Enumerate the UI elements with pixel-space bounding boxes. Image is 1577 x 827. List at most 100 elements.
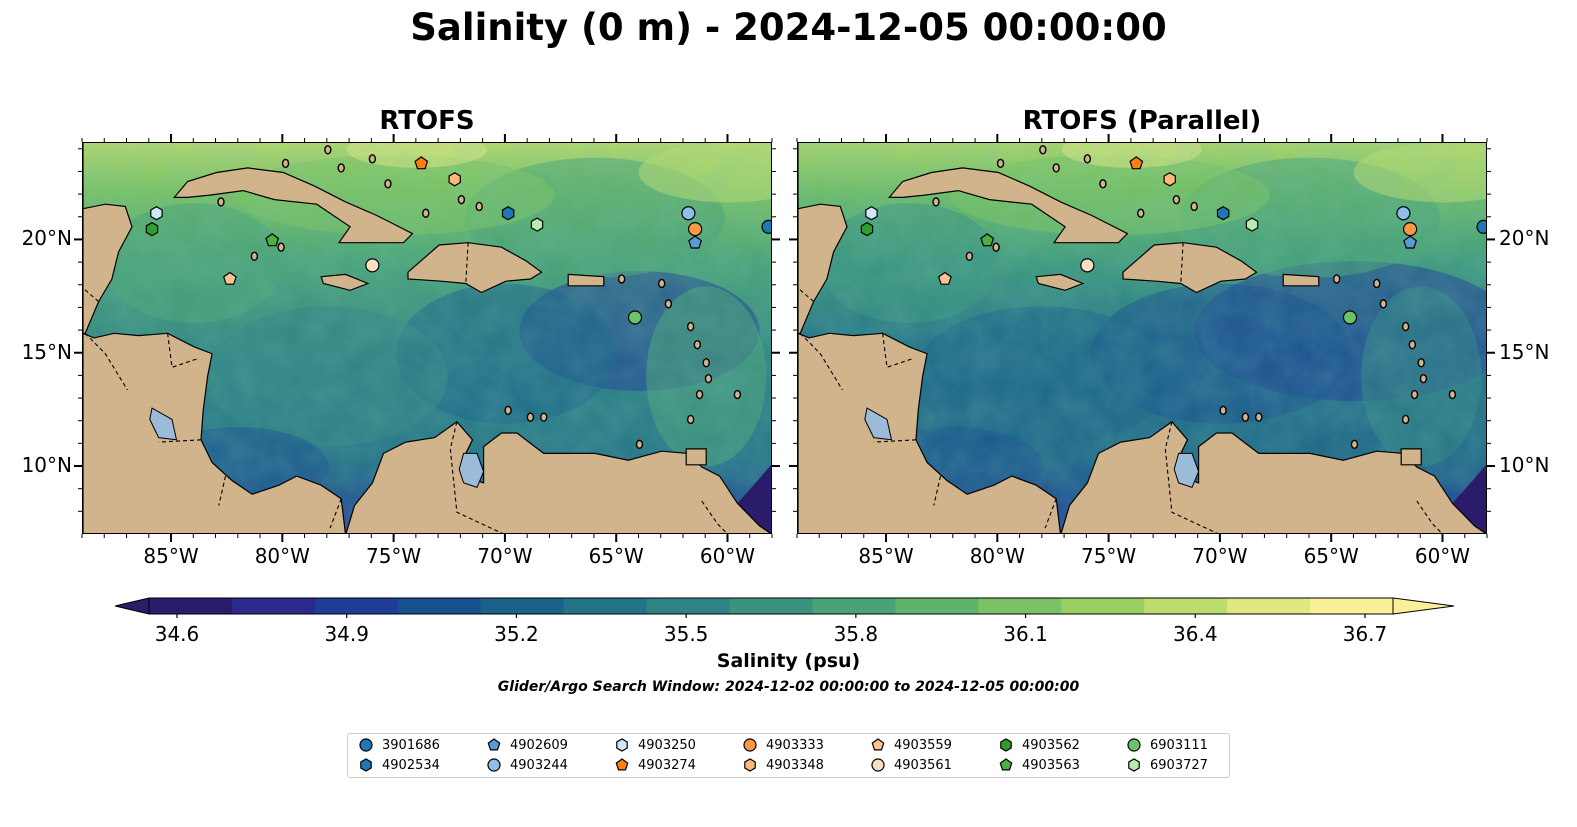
float-marker-4903250 [865, 206, 878, 221]
float-marker-4902609 [1403, 235, 1418, 249]
hexagon-marker-icon [744, 758, 756, 772]
legend-item: 4903561 [870, 757, 952, 773]
legend-marker [1000, 738, 1012, 752]
float-marker-4903563 [265, 233, 280, 247]
legend-marker [1128, 758, 1140, 772]
land-cuba [173, 167, 414, 244]
map-panel-rtofs-parallel[interactable] [797, 142, 1487, 534]
colorbar-segment [1310, 598, 1394, 614]
lon-label: 85°W [143, 544, 199, 568]
island [384, 179, 392, 189]
island [733, 389, 742, 400]
float-marker-4903274 [414, 156, 429, 170]
lon-label: 70°W [477, 544, 533, 568]
island [996, 158, 1005, 169]
land-yucatan [83, 203, 133, 334]
lat-label: 10°N [1499, 453, 1550, 478]
island [277, 242, 285, 252]
legend-marker [487, 758, 501, 772]
legend-label: 4903274 [638, 757, 696, 773]
country-border [1044, 498, 1057, 529]
island [702, 358, 710, 368]
colorbar-segment [646, 598, 731, 614]
circle-marker-icon [487, 758, 501, 772]
legend-item: 6903727 [1126, 757, 1208, 773]
legend-marker [487, 738, 501, 751]
land-southAmerica [345, 420, 771, 533]
float-marker-4903562 [860, 221, 874, 237]
land-jamaica [320, 273, 370, 291]
float-marker-6903111 [1342, 310, 1358, 325]
hexagon-marker-icon [1000, 738, 1012, 752]
legend-marker [743, 738, 757, 752]
legend-item: 4903244 [486, 757, 568, 773]
float-marker-3901686 [1476, 219, 1486, 234]
colorbar-segment [978, 598, 1062, 614]
island [1332, 274, 1341, 284]
colorbar-segment [1061, 598, 1145, 614]
island [635, 439, 644, 450]
legend-marker [359, 738, 373, 752]
colorbar-segment [729, 598, 813, 614]
legend-label: 4903348 [766, 757, 824, 773]
country-border [449, 421, 503, 533]
float-marker-4903561 [365, 258, 380, 273]
island [1039, 145, 1047, 155]
colorbar-extend-low [115, 597, 150, 615]
colorbar-segment [1227, 598, 1311, 614]
salinity-map-rtofs-parallel [798, 143, 1486, 533]
country-border [873, 439, 917, 443]
lake [149, 407, 178, 441]
float-marker-6903111 [627, 310, 643, 325]
legend-label: 4903562 [1022, 737, 1080, 753]
legend-label: 4902534 [382, 757, 440, 773]
lon-label: 60°W [1414, 544, 1471, 568]
country-border [799, 332, 843, 391]
island [664, 299, 673, 309]
land-puertoRico [1282, 273, 1320, 287]
lon-label: 80°W [969, 544, 1025, 568]
island [1350, 439, 1359, 450]
colorbar-segment [563, 598, 648, 614]
float-marker-4903559 [937, 271, 952, 285]
island [686, 414, 695, 425]
colorbar-segment [1144, 598, 1228, 614]
legend-label: 4903563 [1022, 757, 1080, 773]
island [1099, 179, 1107, 189]
island [1255, 412, 1263, 422]
map-panel-rtofs[interactable] [82, 142, 772, 534]
float-marker-4903348 [1163, 172, 1176, 187]
panel-title-rtofs: RTOFS [379, 106, 475, 136]
lon-label: 70°W [1192, 544, 1248, 568]
country-border [798, 287, 814, 303]
colorbar-tick-label: 35.2 [494, 622, 539, 646]
land-puertoRico [567, 273, 605, 287]
lon-label: 65°W [588, 544, 644, 568]
float-marker-6903727 [530, 217, 544, 232]
colorbar-tick-label: 36.7 [1342, 622, 1388, 646]
legend-label: 4903250 [638, 737, 696, 753]
lon-label: 60°W [699, 544, 756, 568]
float-marker-4902534 [501, 206, 515, 221]
land-cuba [888, 167, 1129, 244]
country-border [933, 475, 942, 506]
hexagon-marker-icon [616, 738, 628, 752]
float-marker-4903333 [687, 222, 703, 237]
panel-title-rtofs-parallel: RTOFS (Parallel) [1022, 106, 1262, 136]
island [1448, 389, 1457, 400]
hexagon-marker-icon [360, 758, 372, 772]
island [1241, 412, 1250, 422]
legend-marker [871, 758, 885, 772]
legend-item: 6903111 [1126, 737, 1208, 753]
country-border [1164, 421, 1218, 533]
colorbar-segment [149, 598, 233, 614]
legend-marker [615, 758, 629, 771]
legend-label: 4903561 [894, 757, 952, 773]
island [422, 208, 430, 218]
pentagon-marker-icon [487, 738, 501, 751]
legend-item: 4902609 [486, 737, 568, 753]
island [1219, 405, 1227, 416]
island [1410, 389, 1419, 400]
land-trinidad [685, 448, 707, 466]
legend-label: 4903244 [510, 757, 568, 773]
